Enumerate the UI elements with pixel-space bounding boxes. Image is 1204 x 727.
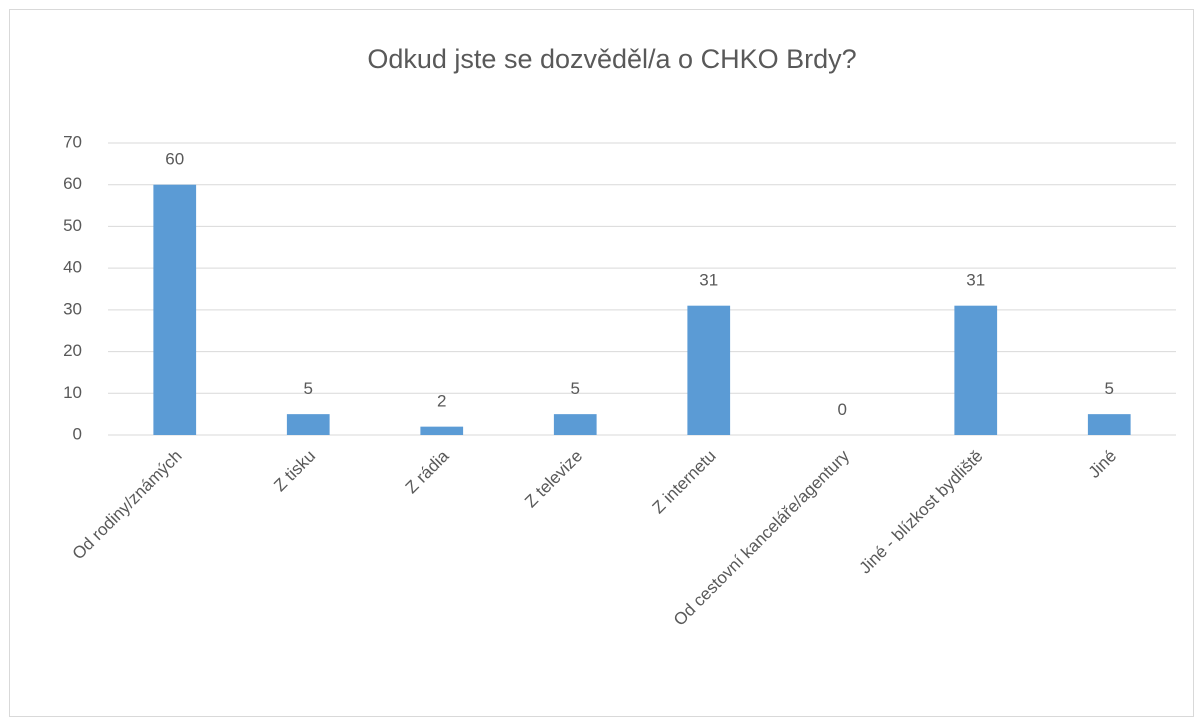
y-tick-label: 30	[63, 299, 82, 318]
y-tick-label: 20	[63, 341, 82, 360]
data-label: 31	[699, 271, 718, 290]
data-label: 0	[838, 400, 847, 419]
bar	[687, 305, 731, 435]
bar	[420, 426, 464, 435]
bar	[954, 305, 998, 435]
y-tick-label: 50	[63, 216, 82, 235]
y-tick-label: 10	[63, 383, 82, 402]
chart-title: Odkud jste se dozvěděl/a o CHKO Brdy?	[367, 44, 856, 74]
data-label: 31	[966, 271, 985, 290]
y-tick-label: 40	[63, 258, 82, 277]
data-label: 5	[571, 379, 580, 398]
y-tick-label: 60	[63, 174, 82, 193]
data-label: 60	[165, 150, 184, 169]
y-tick-label: 0	[73, 424, 82, 443]
bar	[553, 414, 597, 435]
data-label: 2	[437, 392, 446, 411]
y-tick-label: 70	[63, 132, 82, 151]
data-label: 5	[304, 379, 313, 398]
data-label: 5	[1105, 379, 1114, 398]
bar	[1087, 414, 1131, 435]
bar	[286, 414, 330, 435]
bar	[153, 184, 197, 435]
